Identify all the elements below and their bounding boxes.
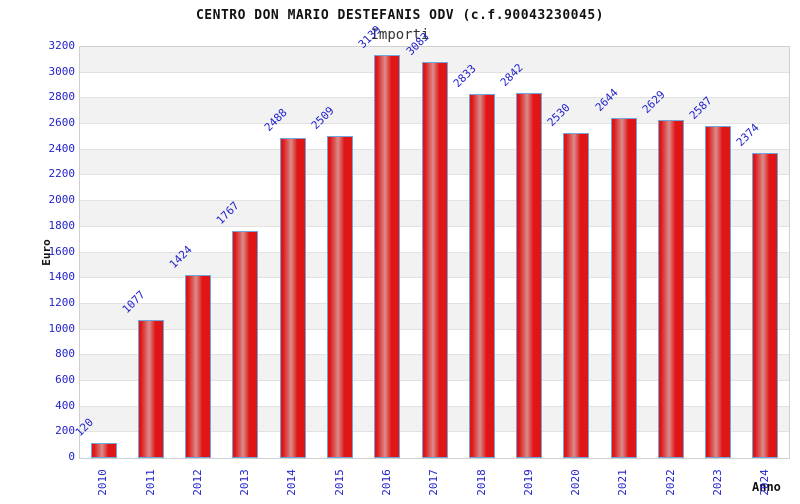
y-tick-label: 3200 bbox=[48, 39, 76, 52]
y-tick-label: 800 bbox=[55, 347, 75, 361]
bar-2013 bbox=[232, 231, 259, 458]
bar-2018 bbox=[468, 94, 495, 458]
x-tick-text: 2023 bbox=[710, 468, 724, 496]
bar-2022 bbox=[657, 120, 684, 458]
x-axis-label: Anno bbox=[752, 480, 781, 494]
y-tick-label: 2800 bbox=[48, 90, 76, 104]
x-tick-text: 2017 bbox=[427, 468, 440, 496]
bar-2023 bbox=[705, 125, 732, 458]
y-tick-label: 1400 bbox=[48, 270, 76, 284]
y-tick-label: 200 bbox=[55, 424, 75, 438]
x-tick-label: 2019 bbox=[508, 460, 548, 504]
x-tick-text: 2022 bbox=[663, 468, 677, 496]
x-tick-label: 2018 bbox=[461, 460, 501, 504]
y-tick-label: 2400 bbox=[48, 141, 76, 155]
x-tick-text: 2011 bbox=[143, 468, 157, 496]
y-tick-label: 1800 bbox=[48, 218, 76, 232]
y-tick-label: 2200 bbox=[48, 167, 76, 181]
x-tick-label: 2014 bbox=[272, 460, 312, 504]
bar-2017 bbox=[421, 62, 448, 458]
y-tick-label: 1200 bbox=[48, 295, 76, 309]
x-tick-label: 2020 bbox=[555, 460, 595, 504]
y-tick-label: 400 bbox=[55, 398, 75, 412]
bar-2024 bbox=[752, 153, 779, 458]
y-tick-label: 600 bbox=[55, 372, 75, 386]
x-tick-label: 2023 bbox=[697, 460, 737, 504]
x-tick-label: 2022 bbox=[650, 460, 690, 504]
y-tick-label: 3000 bbox=[48, 64, 76, 78]
x-tick-label: 2017 bbox=[414, 460, 454, 504]
x-tick-label: 2015 bbox=[319, 460, 359, 504]
bar-2014 bbox=[279, 138, 306, 458]
y-tick-label: 0 bbox=[68, 450, 75, 463]
y-tick-label: 2000 bbox=[48, 193, 76, 207]
x-tick-text: 2010 bbox=[96, 468, 110, 496]
x-tick-label: 2012 bbox=[177, 460, 217, 504]
x-tick-text: 2020 bbox=[568, 468, 582, 496]
chart-subtitle: Importi bbox=[370, 27, 430, 43]
chart-title: CENTRO DON MARIO DESTEFANIS ODV (c.f.900… bbox=[195, 8, 604, 23]
bar-2016 bbox=[374, 54, 401, 458]
bar-2011 bbox=[137, 319, 164, 458]
x-tick-text: 2015 bbox=[332, 468, 346, 496]
x-tick-text: 2012 bbox=[190, 468, 204, 496]
bar-2010 bbox=[90, 442, 117, 458]
y-tick-label: 1600 bbox=[48, 244, 76, 258]
x-tick-label: 2013 bbox=[224, 460, 264, 504]
y-tick-label: 2600 bbox=[48, 116, 76, 130]
chart-plot-area: 120 1077 1424 1767 2488 2509 3139 3083 2833 2842 2… bbox=[72, 23, 790, 459]
x-tick-label: 2010 bbox=[83, 460, 123, 504]
x-tick-text: 2021 bbox=[616, 468, 630, 496]
x-tick-text: 2019 bbox=[521, 468, 535, 496]
x-tick-label: 2021 bbox=[603, 460, 643, 504]
x-tick-label: 2024 bbox=[744, 460, 784, 504]
x-tick-text: 2013 bbox=[237, 468, 251, 496]
x-tick-label: 2011 bbox=[130, 460, 170, 504]
bar-2021 bbox=[610, 118, 637, 458]
y-tick-label: 1000 bbox=[48, 321, 76, 335]
bar-2012 bbox=[185, 275, 212, 458]
x-tick-text: 2018 bbox=[474, 468, 488, 496]
bar-2015 bbox=[326, 135, 353, 458]
x-tick-text: 2014 bbox=[285, 468, 299, 496]
bar-2019 bbox=[516, 92, 543, 458]
bar-2020 bbox=[563, 133, 590, 458]
x-tick-label: 2016 bbox=[366, 460, 406, 504]
x-tick-text: 2024 bbox=[757, 468, 771, 496]
x-tick-text: 2016 bbox=[379, 468, 393, 496]
